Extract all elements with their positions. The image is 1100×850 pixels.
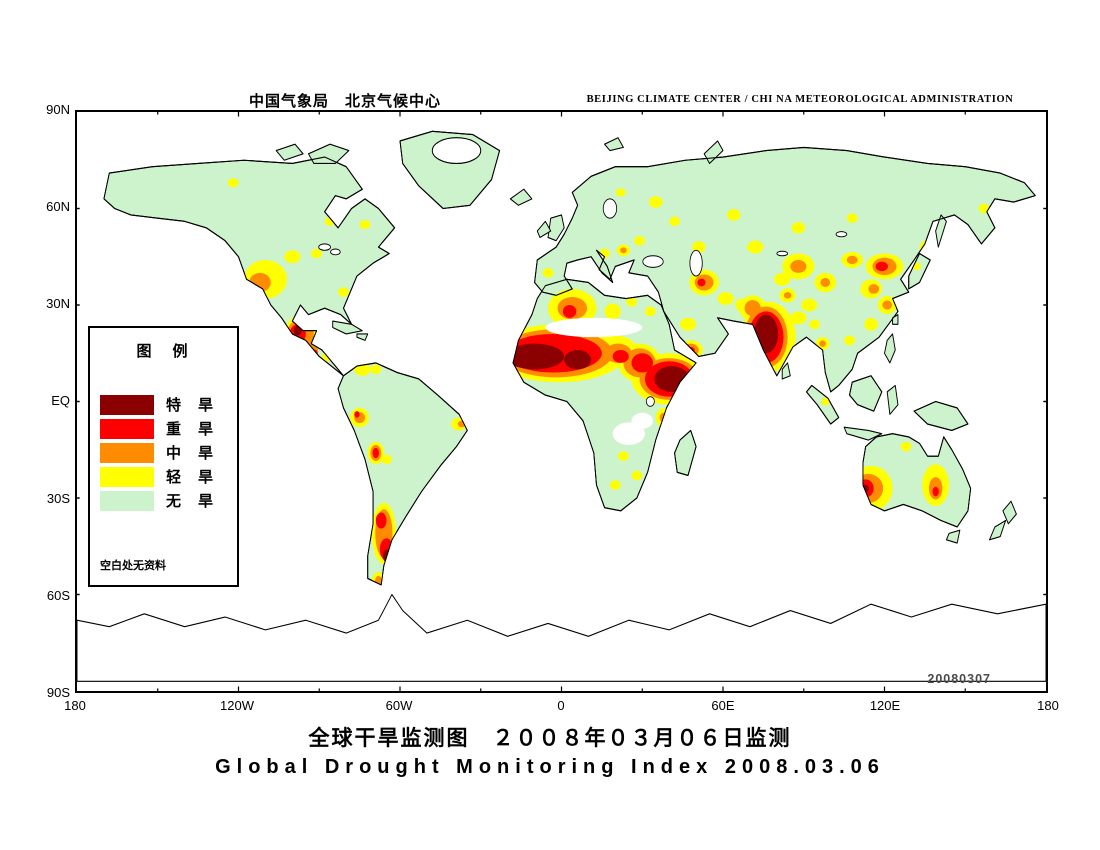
legend-item-extreme: 特 旱 xyxy=(100,394,214,415)
legend-item-moderate: 中 旱 xyxy=(100,442,214,463)
lon-label: 120W xyxy=(220,698,254,713)
map-legend: 图 例 特 旱 重 旱 中 旱 轻 旱 xyxy=(88,326,239,587)
legend-label: 重 旱 xyxy=(166,421,215,438)
legend-label: 轻 旱 xyxy=(166,469,215,486)
lon-label: 60W xyxy=(385,698,413,713)
lat-label: 60S xyxy=(46,588,70,603)
drought-overlay xyxy=(227,178,1020,585)
lon-label: 180 xyxy=(1037,698,1059,713)
legend-swatch-moderate xyxy=(100,442,154,463)
world-map-frame: 图 例 特 旱 重 旱 中 旱 轻 旱 xyxy=(75,110,1048,693)
legend-rows: 特 旱 重 旱 中 旱 轻 旱 无 旱 xyxy=(100,394,214,514)
lat-label: 90S xyxy=(46,685,70,700)
legend-swatch-extreme xyxy=(100,394,154,415)
header-title-cn: 中国气象局 北京气候中心 xyxy=(248,93,441,110)
map-date-stamp: 20080307 xyxy=(927,672,991,686)
lat-label: 60N xyxy=(46,199,70,214)
lat-label: EQ xyxy=(51,393,70,408)
legend-item-light: 轻 旱 xyxy=(100,466,214,487)
lat-label: 30N xyxy=(46,296,70,311)
footer-title-en: Global Drought Monitoring Index 2008.03.… xyxy=(215,756,885,778)
axis-ticks xyxy=(77,112,1046,691)
lat-label: 30S xyxy=(46,491,70,506)
footer-title-cn: 全球干旱监测图 ２００８年０３月０６日监测 xyxy=(308,727,792,750)
lon-label: 120E xyxy=(869,698,901,713)
no-data-patches xyxy=(545,317,654,445)
lon-label: 0 xyxy=(557,698,565,713)
drought-layer-extreme xyxy=(293,314,869,563)
legend-label: 特 旱 xyxy=(166,397,215,414)
greenland-icecap-nodata xyxy=(431,137,482,165)
legend-item-none: 无 旱 xyxy=(100,490,214,511)
legend-swatch-severe xyxy=(100,418,154,439)
lon-label: 60E xyxy=(711,698,735,713)
header-title-en: BEIJING CLIMATE CENTER / CHI NA METEOROL… xyxy=(586,94,1014,105)
lat-label: 90N xyxy=(46,102,70,117)
lon-label: 180 xyxy=(64,698,86,713)
legend-label: 无 旱 xyxy=(166,493,215,510)
legend-title: 图 例 xyxy=(136,343,191,360)
legend-swatch-light xyxy=(100,466,154,487)
legend-item-severe: 重 旱 xyxy=(100,418,214,439)
legend-swatch-none xyxy=(100,490,154,511)
lakes xyxy=(318,198,848,407)
legend-label: 中 旱 xyxy=(166,445,215,462)
legend-note: 空白处无资料 xyxy=(100,560,166,572)
